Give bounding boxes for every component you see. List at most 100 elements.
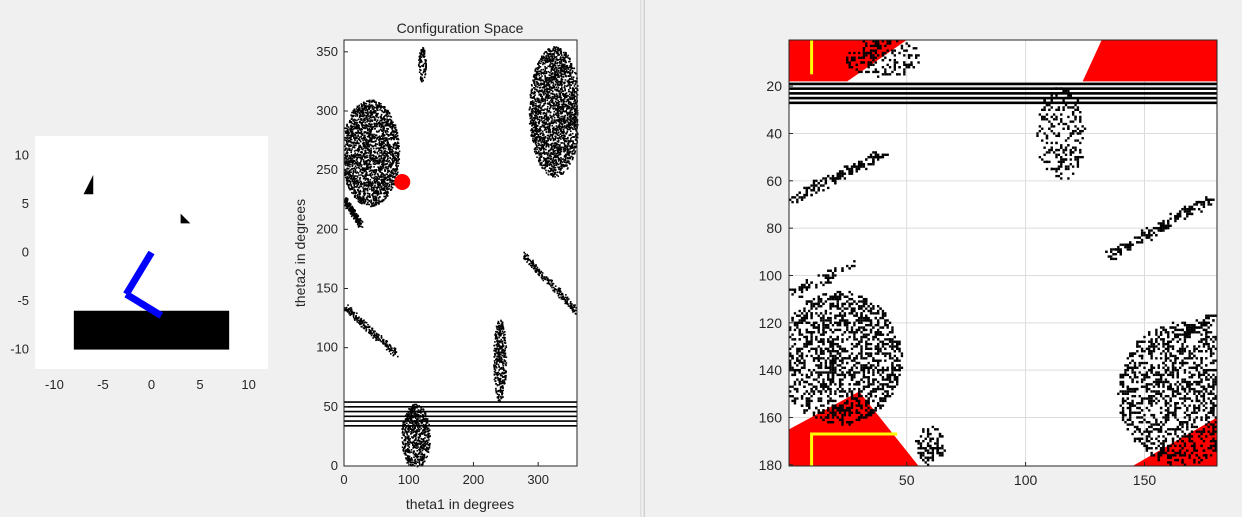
cspace-obstacle-point xyxy=(529,101,532,103)
cspace-obstacle-point xyxy=(383,156,386,159)
cspace-obstacle-point xyxy=(376,173,379,175)
cspace-obstacle-point xyxy=(542,147,545,149)
cspace-obstacle-point xyxy=(345,173,348,176)
cspace-obstacle-point xyxy=(402,443,405,446)
cspace-obstacle-point xyxy=(552,161,555,164)
cspace-obstacle-point xyxy=(546,164,548,167)
cspace-obstacle-point xyxy=(550,174,553,176)
cspace-obstacle-point xyxy=(539,159,542,162)
cspace-obstacle-point xyxy=(392,125,395,128)
cspace-obstacle-point xyxy=(373,163,376,166)
cspace-obstacle-point xyxy=(543,53,546,55)
cspace-obstacle-point xyxy=(551,59,554,61)
cspace-obstacle-point xyxy=(368,115,370,118)
cspace-obstacle-point xyxy=(376,151,379,154)
cspace-obstacle-point xyxy=(381,135,383,137)
cspace-obstacle-point xyxy=(346,151,349,154)
cspace-obstacle-point xyxy=(357,196,360,199)
cspace-obstacle-point xyxy=(541,99,544,102)
cspace-obstacle-point xyxy=(393,158,396,161)
cspace-obstacle-point xyxy=(349,169,352,171)
cspace-obstacle-point xyxy=(549,53,552,56)
cspace-obstacle-point xyxy=(385,112,388,114)
cspace-obstacle-point xyxy=(375,107,378,109)
cspace-obstacle-point xyxy=(374,192,377,195)
cspace-obstacle-point xyxy=(384,169,386,172)
cspace-obstacle-point xyxy=(378,184,381,187)
cspace-obstacle-point xyxy=(367,159,370,161)
cspace-obstacle-point xyxy=(574,121,576,124)
cspace-obstacle-point xyxy=(563,95,565,97)
cspace-obstacle-point xyxy=(535,102,537,105)
cspace-obstacle-point xyxy=(575,111,577,114)
cspace-obstacle-point xyxy=(351,117,353,120)
cspace-obstacle-point xyxy=(392,157,394,160)
cspace-obstacle-point xyxy=(359,140,362,143)
cspace-obstacle-point xyxy=(534,117,537,120)
cspace-obstacle-point xyxy=(553,53,555,56)
cspace-obstacle-point xyxy=(353,123,356,126)
cspace-obstacle-point xyxy=(392,146,394,149)
cspace-obstacle-point xyxy=(557,114,559,117)
cspace-obstacle-point xyxy=(364,121,366,124)
cspace-obstacle-point xyxy=(347,140,350,143)
cspace-obstacle-point xyxy=(391,124,394,127)
cspace-obstacle-point xyxy=(383,106,386,108)
cspace-obstacle-point xyxy=(428,432,431,435)
cspace-obstacle-point xyxy=(574,112,577,115)
cspace-obstacle-point xyxy=(553,86,556,89)
cspace-obstacle-point xyxy=(574,102,577,104)
cspace-obstacle-point xyxy=(564,89,566,92)
cspace-obstacle-point xyxy=(573,108,576,111)
cspace-obstacle-point xyxy=(568,93,571,96)
cspace-obstacle-point xyxy=(355,159,358,161)
cspace-obstacle-point xyxy=(551,56,553,59)
cspace-obstacle-point xyxy=(374,197,377,200)
cspace-obstacle-point xyxy=(386,167,388,170)
cspace-obstacle-point xyxy=(372,205,374,207)
cspace-obstacle-point xyxy=(376,123,379,125)
cspace-obstacle-point xyxy=(349,173,352,176)
cspace-obstacle-point xyxy=(389,178,392,180)
workspace-y-tick-label: -5 xyxy=(17,293,29,308)
cspace-obstacle-point xyxy=(420,458,422,461)
workspace-x-tick-label: 10 xyxy=(241,377,255,392)
cspace-obstacle-point xyxy=(395,144,397,147)
cspace-obstacle-point xyxy=(568,106,571,108)
cspace-obstacle-point xyxy=(546,160,549,163)
cspace-obstacle-point xyxy=(366,189,369,192)
configuration-space-axes[interactable]: Configuration Space 0 100 200 300 050100150… xyxy=(292,20,579,512)
cspace-obstacle-point xyxy=(377,150,380,152)
cspace-obstacle-point xyxy=(417,430,419,432)
cspace-obstacle-point xyxy=(558,100,561,103)
cspace-obstacle-point xyxy=(558,90,561,93)
cspace-obstacle-point xyxy=(366,154,368,157)
cspace-obstacle-point xyxy=(564,68,567,71)
cspace-obstacle-point xyxy=(564,85,566,87)
cspace-obstacle-point xyxy=(574,120,576,123)
cspace-obstacle-point xyxy=(396,142,399,144)
cspace-obstacle-point xyxy=(373,137,375,140)
cspace-obstacle-point xyxy=(356,164,359,167)
cspace-obstacle-point xyxy=(362,169,365,172)
cspace-obstacle-point xyxy=(551,136,554,139)
cspace-obstacle-point xyxy=(367,142,369,145)
cspace-obstacle-point xyxy=(381,162,384,165)
cspace-obstacle-point xyxy=(573,116,576,119)
cspace-obstacle-point xyxy=(415,406,417,409)
cspace-obstacle-point xyxy=(367,129,369,132)
cspace-obstacle-point xyxy=(533,76,536,79)
cspace-obstacle-point xyxy=(367,124,369,127)
cspace-obstacle-point xyxy=(569,163,571,165)
cspace-obstacle-point xyxy=(532,107,535,110)
cspace-obstacle-point xyxy=(549,130,551,132)
cspace-obstacle-point xyxy=(383,147,386,150)
cspace-obstacle-point xyxy=(371,173,374,176)
cspace-obstacle-point xyxy=(387,157,389,160)
cspace-obstacle-point xyxy=(357,150,360,153)
cspace-obstacle-point xyxy=(536,136,539,139)
cspace-obstacle-point xyxy=(544,152,546,154)
cspace-obstacle-point xyxy=(368,117,370,120)
cspace-obstacle-point xyxy=(534,142,537,145)
